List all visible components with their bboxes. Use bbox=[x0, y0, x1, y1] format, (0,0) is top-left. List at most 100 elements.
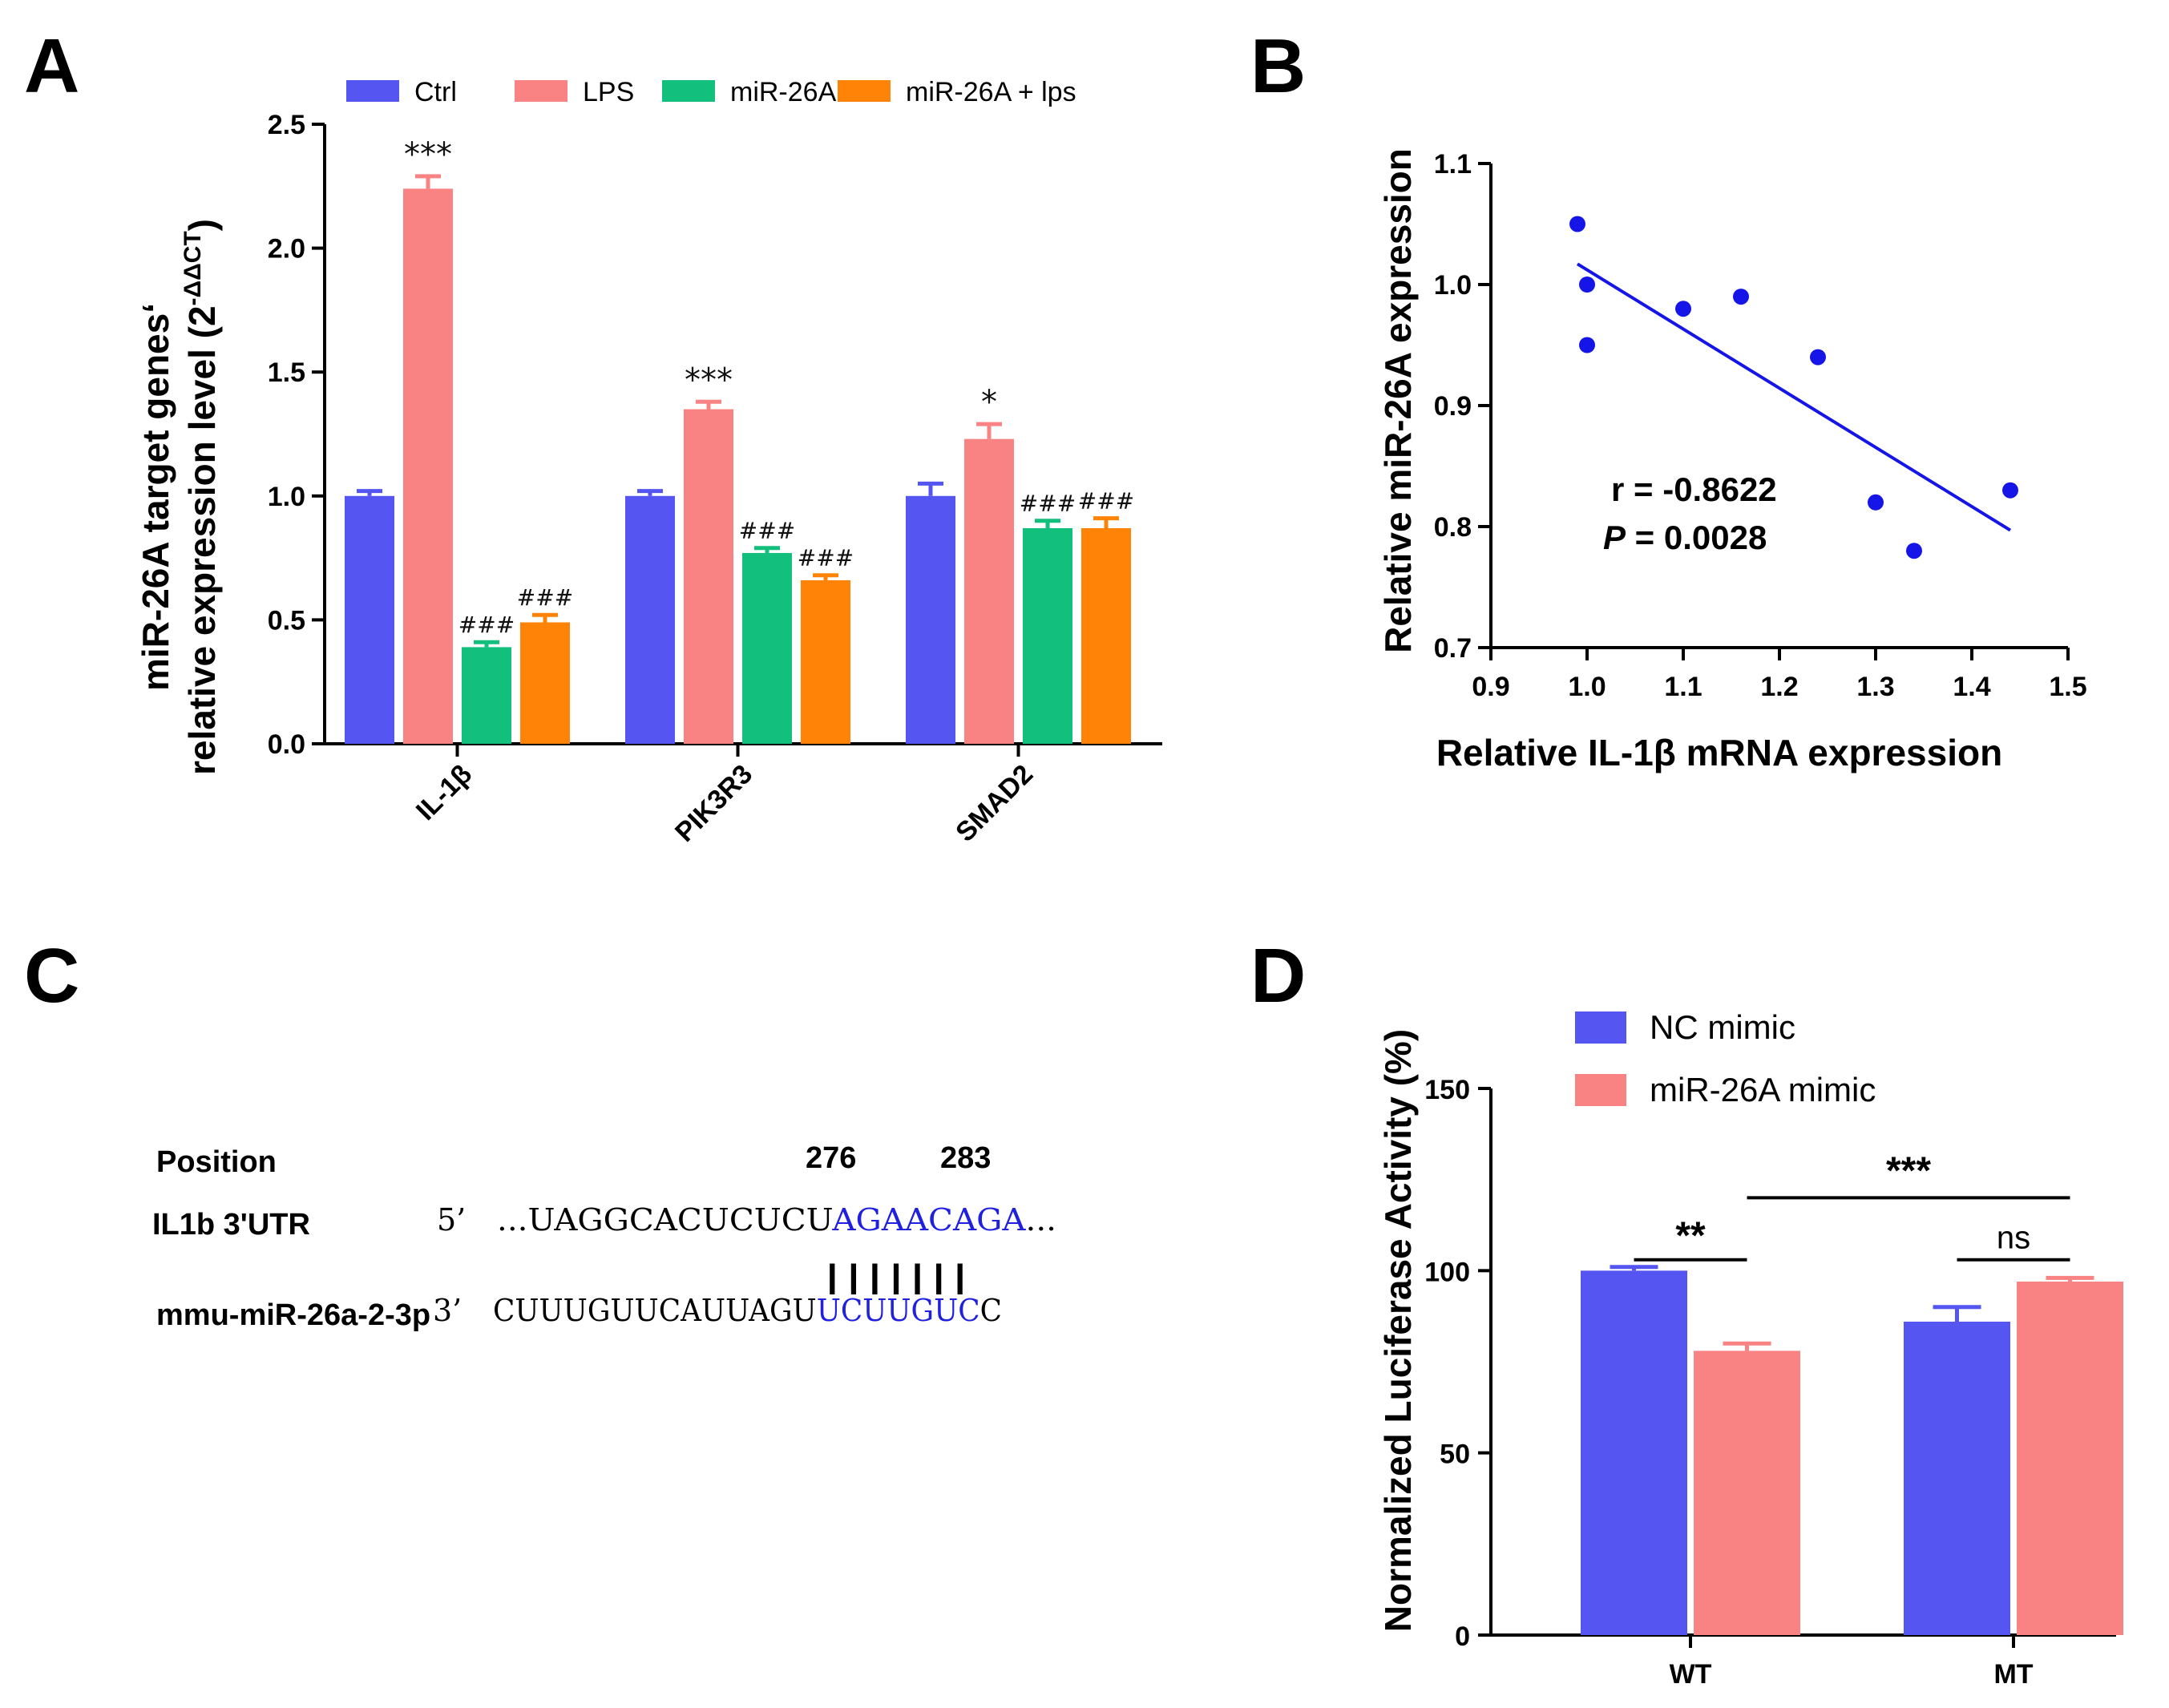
x-tick-label: 1.4 bbox=[1953, 672, 1990, 702]
bar-ctrl bbox=[625, 495, 675, 744]
panel-b-points bbox=[1569, 216, 2018, 559]
y-tick-label: 150 bbox=[1424, 1075, 1470, 1105]
mirna-prime-label: 3’ bbox=[433, 1293, 462, 1328]
panel-a-ylabel-line1: miR-26A target genes‘ bbox=[135, 303, 176, 691]
significance-label: ns bbox=[1997, 1221, 2030, 1256]
x-tick-label: 0.9 bbox=[1472, 672, 1509, 702]
panel-label-d: D bbox=[1250, 933, 1306, 1019]
legend-label: Ctrl bbox=[414, 77, 457, 107]
panel-a-bar-chart: Ctrl LPS miR-26A miR-26A + lps 0.0 0.5 1.0 1.5… bbox=[135, 77, 1162, 848]
x-tick-label: 1.5 bbox=[2049, 672, 2086, 702]
scatter-point bbox=[1868, 494, 1884, 511]
scatter-point bbox=[1579, 337, 1595, 353]
scatter-point bbox=[1569, 216, 1585, 232]
mirna-sequence: CUUUGUUCAUUAGUUCUUGUCC bbox=[493, 1293, 1002, 1328]
y-tick-label: 0.0 bbox=[268, 729, 305, 760]
legend-swatch bbox=[515, 80, 567, 102]
y-tick-label: 0.8 bbox=[1434, 512, 1472, 543]
x-tick-label: SMAD2 bbox=[950, 759, 1039, 848]
panel-label-b: B bbox=[1250, 23, 1306, 109]
legend-swatch bbox=[1575, 1011, 1626, 1044]
legend-swatch bbox=[662, 80, 715, 102]
panel-b-stat-r: r = -0.8622 bbox=[1611, 470, 1777, 508]
legend-label: miR-26A + lps bbox=[906, 77, 1076, 107]
significance-label: *** bbox=[1886, 1149, 1931, 1192]
y-tick-label: 1.5 bbox=[268, 357, 305, 388]
scatter-point bbox=[1675, 301, 1691, 317]
panel-b-xlabel: Relative IL-1β mRNA expression bbox=[1436, 732, 2002, 773]
scatter-point bbox=[2002, 482, 2018, 499]
legend-label: NC mimic bbox=[1650, 1008, 1795, 1046]
legend-label: miR-26A bbox=[730, 77, 837, 107]
significance-hash: ### bbox=[1020, 491, 1076, 517]
significance-label: ** bbox=[1675, 1215, 1706, 1258]
panel-d-bar-chart: NC mimic miR-26A mimic 0 50 100 150 WT MT ** ns… bbox=[1377, 1008, 2123, 1690]
utr-prime-label: 5’ bbox=[437, 1202, 466, 1238]
panel-b-scatter-chart: 0.7 0.8 0.9 1.0 1.1 0.9 1.0 1.1 1.2 1.3 1.4 1.5 Rel… bbox=[1377, 148, 2087, 773]
panel-label-c: C bbox=[24, 933, 79, 1019]
significance-hash: ### bbox=[517, 584, 573, 611]
x-tick-label: MT bbox=[1993, 1659, 2033, 1690]
panel-b-axes: 0.7 0.8 0.9 1.0 1.1 0.9 1.0 1.1 1.2 1.3 1.4 1.5 bbox=[1434, 149, 2087, 702]
x-tick-label: 1.0 bbox=[1568, 672, 1606, 702]
utr-label: IL1b 3'UTR bbox=[152, 1208, 310, 1242]
legend-label: LPS bbox=[583, 77, 634, 107]
position-end: 283 bbox=[940, 1141, 991, 1175]
y-tick-label: 0.5 bbox=[268, 605, 305, 636]
bar-nc-mimic bbox=[1581, 1270, 1687, 1635]
bar-nc-mimic bbox=[1904, 1321, 2010, 1635]
panel-d-legend: NC mimic miR-26A mimic bbox=[1575, 1008, 1876, 1108]
panel-d-bars bbox=[1581, 1265, 2123, 1635]
significance-hash: ### bbox=[739, 518, 795, 544]
y-tick-label: 0.9 bbox=[1434, 391, 1472, 422]
panel-b-stat-p: P = 0.0028 bbox=[1603, 519, 1767, 556]
y-tick-label: 50 bbox=[1440, 1439, 1470, 1470]
bar-mir-26a-mimic bbox=[1694, 1351, 1800, 1635]
bar-ctrl bbox=[345, 495, 394, 744]
regression-line bbox=[1576, 262, 2012, 532]
bar-mir-26a bbox=[1023, 527, 1072, 744]
y-tick-label: 100 bbox=[1424, 1257, 1470, 1287]
significance-star: *** bbox=[404, 136, 452, 173]
significance-hash: ### bbox=[458, 612, 515, 638]
y-tick-label: 1.1 bbox=[1434, 149, 1472, 180]
utr-sequence: ...UAGGCACUCUCU AGAACAGA... bbox=[497, 1202, 1056, 1238]
x-tick-label: WT bbox=[1670, 1659, 1712, 1690]
panel-a-ylabel-line2: relative expression level (2-ΔΔCT) bbox=[180, 219, 223, 775]
position-start: 276 bbox=[806, 1141, 856, 1175]
y-tick-label: 2.5 bbox=[268, 110, 305, 140]
position-label: Position bbox=[156, 1145, 277, 1179]
bar-mir-26a-lps bbox=[801, 579, 850, 744]
base-pairing-lines: ||||||| bbox=[822, 1259, 971, 1294]
y-tick-label: 1.0 bbox=[268, 482, 305, 512]
bar-lps bbox=[684, 409, 733, 744]
y-tick-label: 2.0 bbox=[268, 234, 305, 264]
significance-hash: ### bbox=[1078, 488, 1134, 515]
y-tick-label: 0 bbox=[1455, 1621, 1470, 1652]
bar-mir-26a-lps bbox=[1081, 527, 1131, 744]
significance-star: *** bbox=[685, 361, 733, 398]
x-tick-label: PIK3R3 bbox=[669, 759, 758, 848]
legend-label: miR-26A mimic bbox=[1650, 1071, 1876, 1108]
panel-d-axes: 0 50 100 150 WT MT bbox=[1424, 1075, 2116, 1690]
legend-swatch bbox=[838, 80, 891, 102]
x-tick-label: IL-1β bbox=[410, 759, 478, 826]
scatter-point bbox=[1906, 543, 1922, 559]
significance-hash: ### bbox=[798, 545, 854, 571]
x-tick-label: 1.1 bbox=[1664, 672, 1702, 702]
bar-mir-26a-mimic bbox=[2017, 1281, 2123, 1635]
panel-label-a: A bbox=[24, 23, 79, 109]
panel-b-ylabel: Relative miR-26A expression bbox=[1377, 148, 1419, 653]
panel-c-sequence-alignment: Position 276 283 IL1b 3'UTR 5’ ...UAGGCA… bbox=[152, 1141, 1056, 1332]
scatter-point bbox=[1733, 289, 1749, 305]
y-tick-label: 1.0 bbox=[1434, 270, 1472, 301]
bar-ctrl bbox=[906, 495, 955, 744]
x-tick-label: 1.3 bbox=[1856, 672, 1894, 702]
bar-mir-26a bbox=[462, 647, 511, 744]
scatter-point bbox=[1579, 277, 1595, 293]
panel-d-ylabel: Normalized Luciferase Activity (%) bbox=[1377, 1029, 1419, 1632]
legend-swatch bbox=[1575, 1074, 1626, 1106]
scatter-point bbox=[1810, 349, 1826, 365]
mirna-label: mmu-miR-26a-2-3p bbox=[156, 1298, 430, 1332]
bar-lps bbox=[964, 438, 1014, 744]
